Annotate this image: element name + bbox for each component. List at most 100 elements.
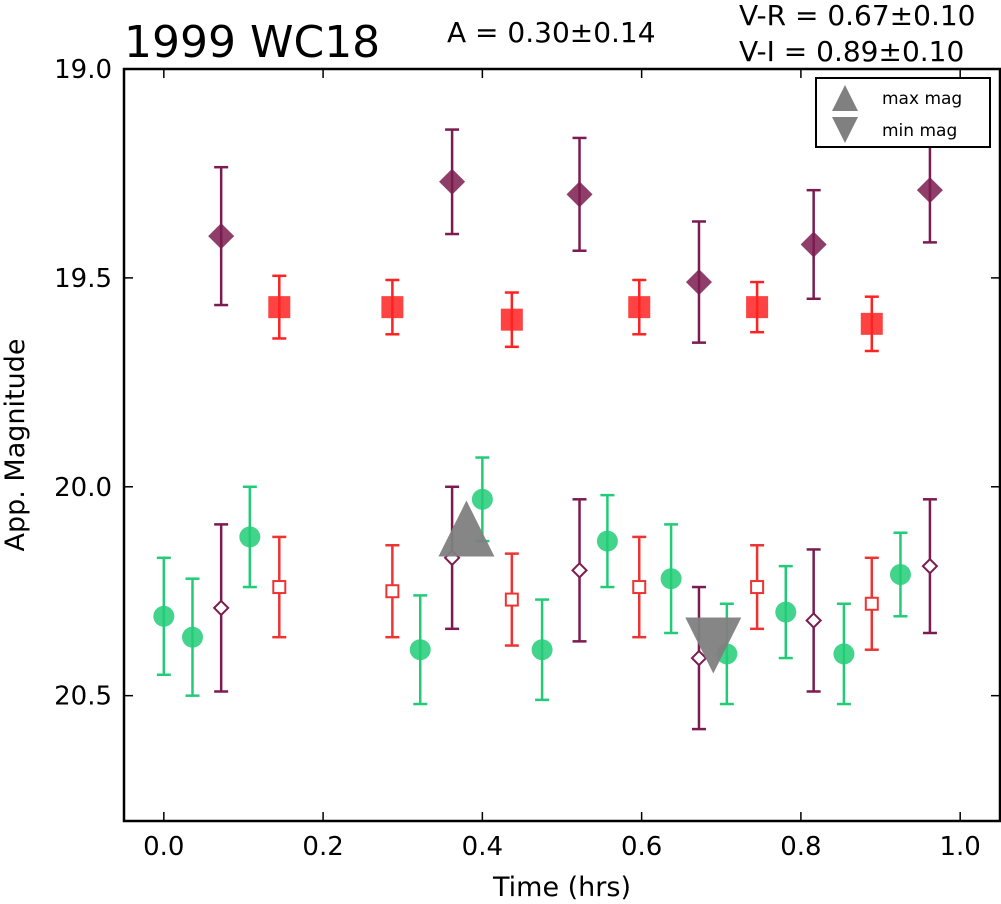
- data-point: [632, 535, 647, 639]
- data-point: [212, 523, 230, 693]
- max-mag-triangle: [438, 500, 495, 557]
- diamond-marker: [916, 177, 943, 204]
- x-axis-label: Time (hrs): [492, 872, 631, 903]
- chart-title: 1999 WC18: [124, 17, 380, 68]
- data-point: [272, 535, 287, 639]
- circle-marker: [833, 643, 855, 665]
- data-point: [385, 544, 400, 639]
- plot-frame: [122, 67, 1001, 823]
- open-diamond-marker: [212, 599, 230, 617]
- plot-marks: [153, 128, 943, 731]
- series-circle-filled: [153, 456, 911, 706]
- circle-marker: [596, 530, 618, 552]
- legend-min-mag-marker: [832, 117, 858, 143]
- open-diamond-marker: [690, 649, 708, 667]
- circle-marker: [531, 639, 553, 661]
- extrema-markers: [438, 500, 742, 674]
- diamond-marker: [566, 181, 593, 208]
- data-point: [208, 165, 235, 307]
- legend: max mag min mag: [815, 77, 991, 148]
- y-tick-label: 19.5: [54, 264, 112, 294]
- data-point: [889, 531, 911, 618]
- data-point: [531, 598, 553, 702]
- x-tick-label: 0.2: [302, 832, 343, 862]
- open-square-marker: [864, 596, 879, 611]
- open-square-marker: [750, 580, 765, 595]
- data-point: [439, 128, 466, 236]
- x-tick-label: 0.8: [780, 832, 821, 862]
- diamond-marker: [439, 168, 466, 195]
- circle-marker: [471, 488, 493, 510]
- y-tick-label: 20.0: [54, 473, 112, 503]
- legend-max-mag-label: max mag: [882, 89, 962, 109]
- y-axis-label: App. Magnitude: [0, 339, 31, 552]
- diamond-marker: [685, 269, 712, 296]
- square-marker: [268, 296, 291, 319]
- series-square-filled: [268, 274, 883, 353]
- open-diamond-marker: [921, 557, 939, 575]
- x-tick-label: 1.0: [940, 832, 981, 862]
- x-tick-label: 0.4: [462, 832, 503, 862]
- data-point: [685, 220, 712, 344]
- circle-marker: [239, 526, 261, 548]
- data-point: [864, 556, 879, 651]
- circle-marker: [889, 564, 911, 586]
- square-marker: [500, 308, 523, 331]
- data-point: [596, 493, 618, 589]
- data-point: [750, 544, 765, 631]
- data-point: [860, 295, 883, 353]
- data-point: [805, 548, 823, 693]
- open-square-marker: [385, 584, 400, 599]
- data-point: [746, 280, 769, 334]
- circle-marker: [153, 605, 175, 627]
- data-point: [409, 594, 431, 706]
- data-point: [500, 291, 523, 349]
- open-diamond-marker: [805, 612, 823, 629]
- legend-max-mag-marker: [832, 85, 858, 111]
- series-square-open: [272, 535, 879, 651]
- data-point: [153, 556, 175, 677]
- square-marker: [746, 296, 769, 319]
- circle-marker: [775, 601, 797, 623]
- legend-min-mag-label: min mag: [882, 121, 957, 141]
- y-tick-label: 19.0: [54, 55, 112, 85]
- diamond-marker: [800, 231, 827, 258]
- axis-ticks: 0.0 0.2 0.4 0.6 0.8 1.0 19.0 19.5 20.0 20.5: [54, 55, 1000, 862]
- circle-marker: [409, 639, 431, 661]
- diamond-marker: [208, 223, 235, 250]
- square-marker: [860, 312, 883, 335]
- data-point: [800, 188, 827, 301]
- open-square-marker: [632, 580, 647, 595]
- circle-marker: [181, 626, 203, 648]
- circle-marker: [660, 568, 682, 590]
- data-point: [571, 498, 588, 643]
- open-square-marker: [504, 592, 519, 607]
- amplitude-text: A = 0.30±0.14: [447, 16, 656, 49]
- square-marker: [628, 296, 651, 319]
- series-diamond-open: [212, 485, 939, 731]
- open-diamond-marker: [571, 561, 588, 579]
- data-point: [268, 274, 291, 340]
- data-point: [921, 498, 939, 635]
- data-point: [181, 577, 203, 697]
- min-mag-triangle: [685, 617, 742, 674]
- data-point: [239, 485, 261, 589]
- y-tick-label: 20.5: [54, 682, 112, 712]
- data-point: [660, 523, 682, 635]
- data-point: [443, 485, 461, 631]
- data-point: [381, 278, 404, 336]
- x-tick-label: 0.0: [143, 832, 184, 862]
- data-point: [504, 552, 519, 647]
- data-point: [775, 564, 797, 660]
- data-point: [833, 602, 855, 706]
- data-point: [628, 278, 651, 336]
- color-index-vi: V-I = 0.89±0.10: [739, 35, 964, 68]
- data-point: [566, 136, 593, 252]
- x-tick-label: 0.6: [621, 832, 662, 862]
- series-diamond-filled: [208, 128, 943, 344]
- square-marker: [381, 296, 404, 319]
- open-square-marker: [272, 580, 287, 595]
- color-index-vr: V-R = 0.67±0.10: [739, 0, 975, 32]
- data-point: [690, 585, 708, 731]
